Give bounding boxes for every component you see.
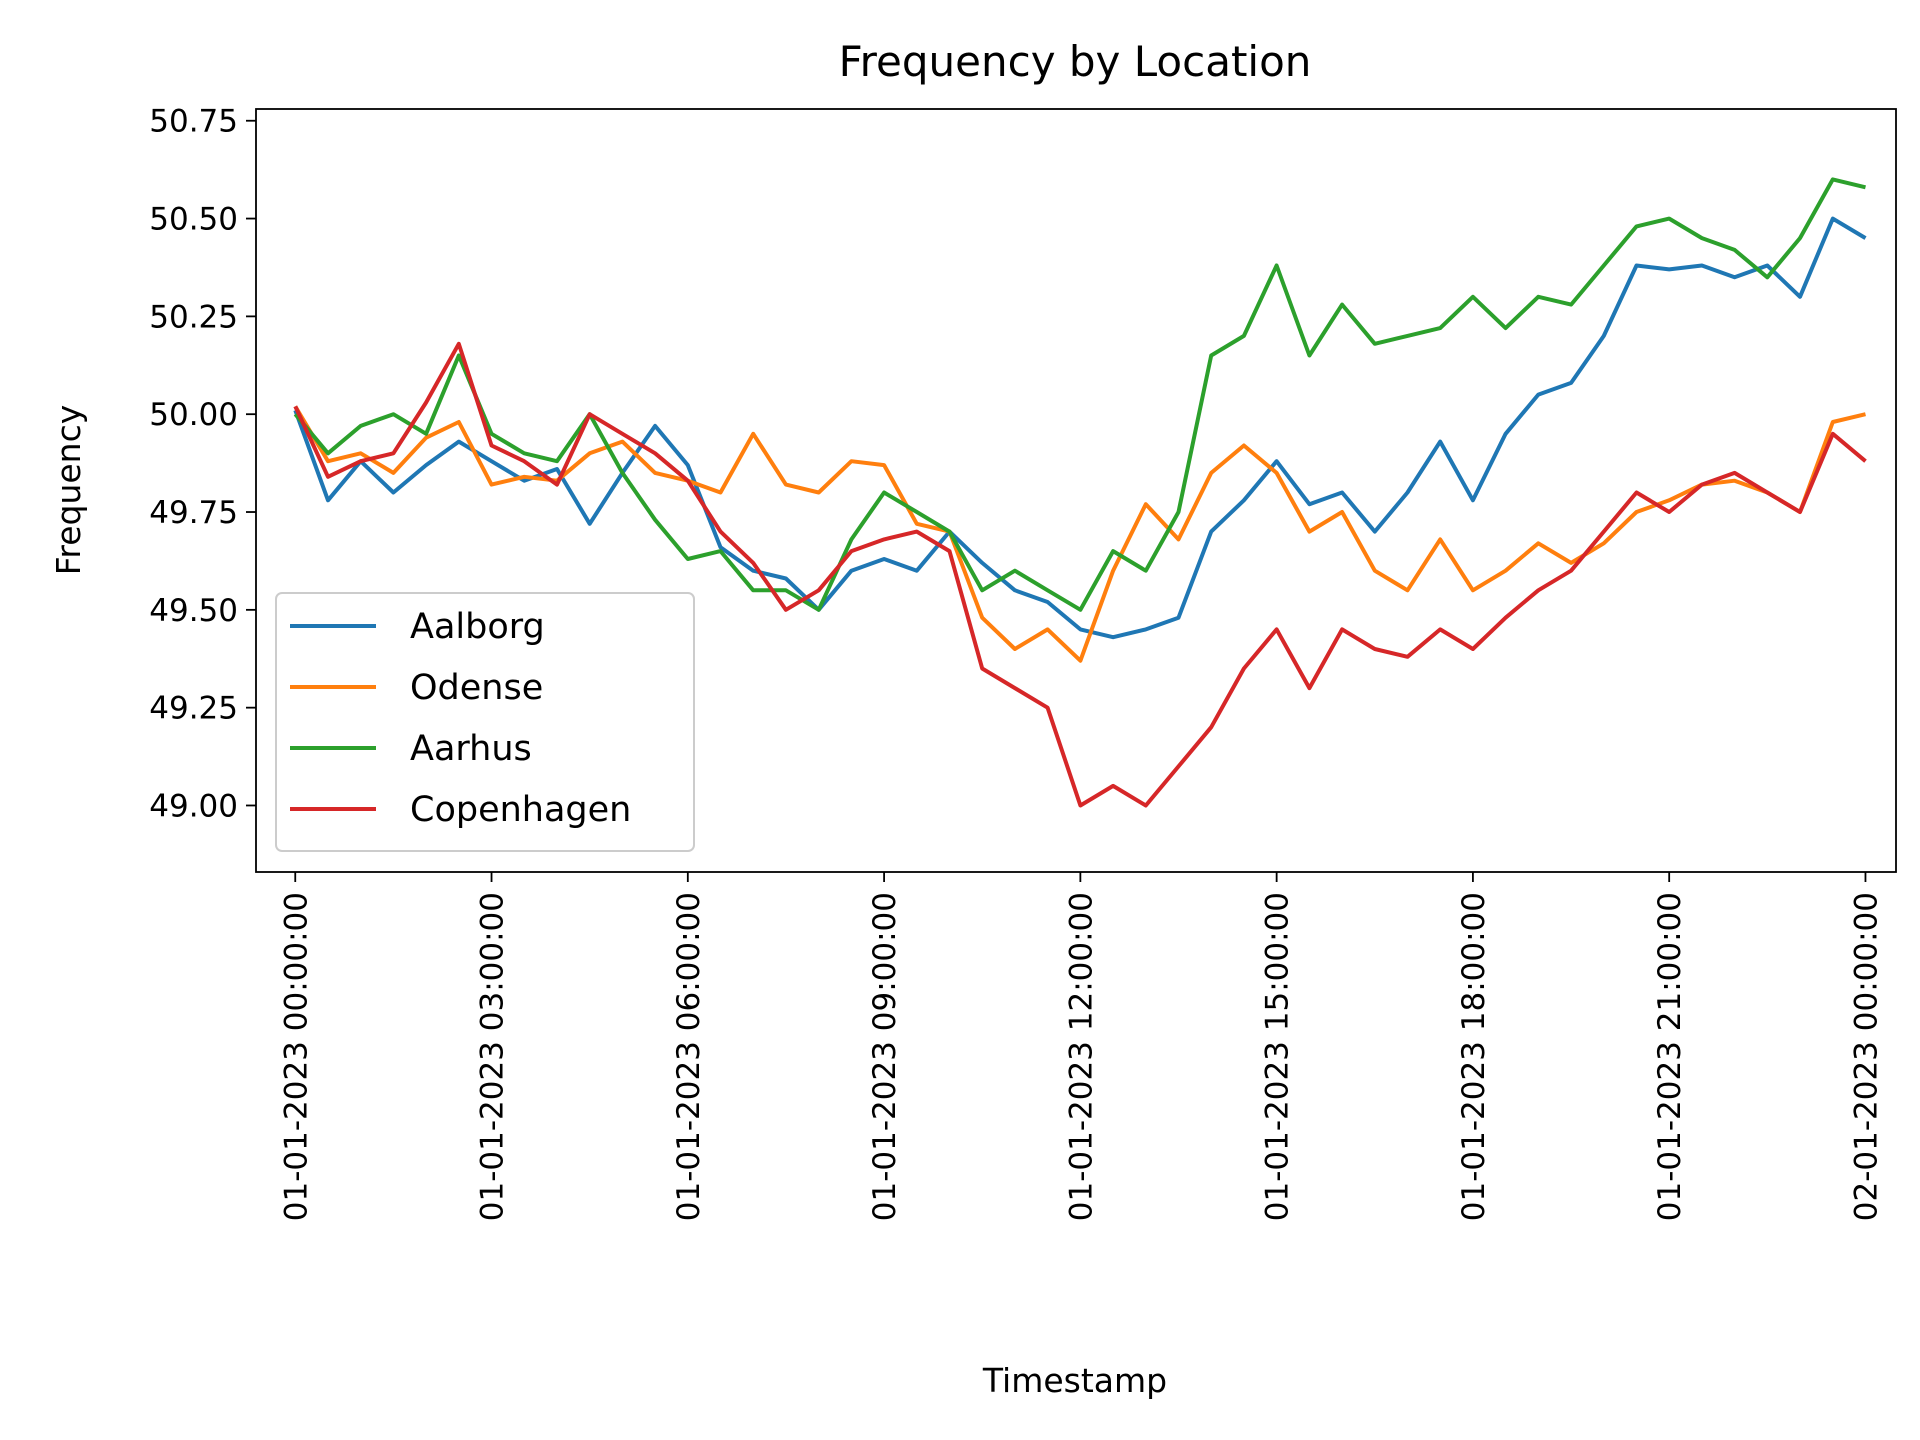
x-tick-label: 01-01-2023 21:00:00	[1652, 892, 1688, 1221]
legend-label-odense: Odense	[410, 668, 543, 708]
x-tick-label: 01-01-2023 06:00:00	[671, 892, 707, 1221]
x-tick-label: 01-01-2023 03:00:00	[475, 892, 511, 1221]
legend-label-aarhus: Aarhus	[410, 729, 532, 769]
x-tick-label: 01-01-2023 18:00:00	[1456, 892, 1492, 1221]
x-tick-label: 01-01-2023 09:00:00	[867, 892, 903, 1221]
y-tick-label: 49.25	[149, 691, 238, 727]
series-line-aalborg	[293, 216, 1867, 640]
x-axis-label: Timestamp	[982, 1361, 1167, 1400]
y-axis: 49.00 49.25 49.50 49.75 50.00 50.25 50.50 50.75	[149, 104, 256, 824]
legend-label-copenhagen: Copenhagen	[410, 790, 631, 830]
legend-box	[275, 592, 695, 852]
x-tick-label: 01-01-2023 00:00:00	[278, 892, 314, 1221]
x-tick-label: 01-01-2023 15:00:00	[1260, 892, 1296, 1221]
x-axis: 01-01-2023 00:00:00 01-01-2023 03:00:00 01…	[278, 872, 1884, 1221]
y-tick-label: 49.75	[149, 495, 238, 531]
legend-label-aalborg: Aalborg	[410, 607, 545, 647]
series-line-copenhagen	[293, 341, 1867, 808]
plot-area-frame	[255, 108, 1897, 873]
y-tick-label: 50.50	[149, 202, 238, 238]
x-tick-label: 02-01-2023 00:00:00	[1848, 892, 1884, 1221]
y-tick-label: 50.25	[149, 299, 238, 335]
series-layer	[293, 177, 1867, 808]
x-tick-label: 01-01-2023 12:00:00	[1063, 892, 1099, 1221]
y-tick-label: 50.00	[149, 397, 238, 433]
series-line-aarhus	[293, 177, 1866, 612]
y-tick-label: 50.75	[149, 104, 238, 140]
chart-title: Frequency by Location	[839, 37, 1312, 86]
legend: Aalborg Odense Aarhus Copenhagen	[275, 592, 695, 852]
y-tick-label: 49.00	[149, 788, 238, 824]
y-axis-label: Frequency	[49, 405, 88, 575]
y-tick-label: 49.50	[149, 593, 238, 629]
